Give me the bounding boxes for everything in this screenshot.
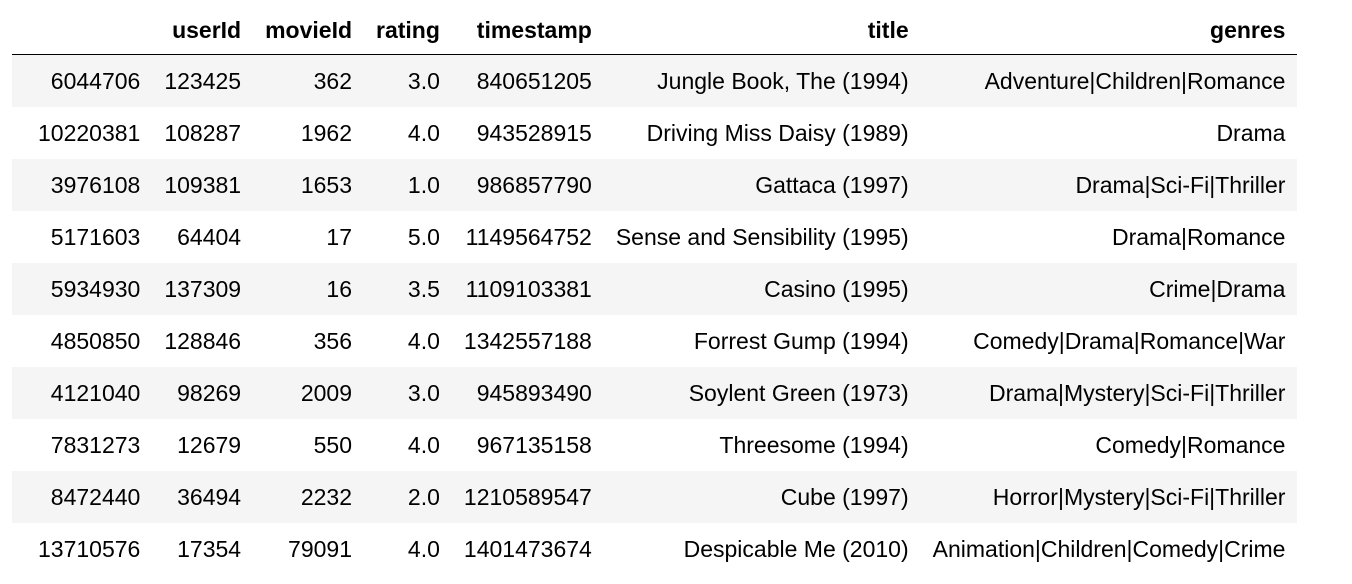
cell-title: Jungle Book, The (1994): [657, 67, 909, 94]
cell-title: Soylent Green (1973): [688, 379, 909, 406]
table-row: 8472440 36494 2232 2.0 1210589547 Cube (…: [12, 471, 1298, 523]
cell-timestamp: 840651205: [476, 67, 592, 94]
cell-genres: Drama|Mystery|Sci-Fi|Thriller: [988, 379, 1286, 406]
cell-title: Gattaca (1997): [755, 171, 909, 198]
header-movieid: movieId: [253, 6, 365, 55]
cell-timestamp: 967135158: [476, 431, 592, 458]
table-row: 13710576 17354 79091 4.0 1401473674 Desp…: [12, 523, 1298, 575]
cell-title: Casino (1995): [764, 275, 909, 302]
table-row: 5171603 64404 17 5.0 1149564752 Sense an…: [12, 211, 1298, 263]
cell-movieid: 1962: [300, 119, 353, 146]
cell-movieid: 356: [313, 327, 353, 354]
header-userid: userId: [152, 6, 254, 55]
dataframe-table: userId movieId rating timestamp title ge…: [12, 6, 1298, 575]
cell-title: Forrest Gump (1994): [693, 327, 909, 354]
table-row: 6044706 123425 362 3.0 840651205 Jungle …: [12, 54, 1298, 107]
table-row: 7831273 12679 550 4.0 967135158 Threesom…: [12, 419, 1298, 471]
row-index: 4121040: [50, 379, 141, 406]
cell-userid: 137309: [164, 275, 242, 302]
cell-userid: 17354: [177, 535, 242, 562]
cell-rating: 4.0: [407, 119, 440, 146]
cell-movieid: 79091: [288, 535, 353, 562]
table-row: 4121040 98269 2009 3.0 945893490 Soylent…: [12, 367, 1298, 419]
header-title: title: [603, 6, 921, 55]
row-index: 6044706: [50, 67, 141, 94]
cell-userid: 12679: [177, 431, 242, 458]
cell-genres: Drama|Romance: [1112, 223, 1286, 250]
cell-genres: Crime|Drama: [1149, 275, 1286, 302]
cell-genres: Comedy|Romance: [1095, 431, 1286, 458]
cell-genres: Adventure|Children|Romance: [984, 67, 1286, 94]
cell-genres: Comedy|Drama|Romance|War: [973, 327, 1286, 354]
cell-timestamp: 1109103381: [465, 275, 592, 302]
table-body: 6044706 123425 362 3.0 840651205 Jungle …: [12, 54, 1298, 575]
cell-genres: Horror|Mystery|Sci-Fi|Thriller: [992, 483, 1286, 510]
cell-rating: 4.0: [407, 535, 440, 562]
cell-timestamp: 1342557188: [463, 327, 592, 354]
cell-userid: 109381: [164, 171, 242, 198]
cell-genres: Animation|Children|Comedy|Crime: [932, 535, 1286, 562]
cell-userid: 128846: [164, 327, 242, 354]
cell-movieid: 550: [313, 431, 353, 458]
header-index: [12, 6, 153, 55]
cell-rating: 4.0: [407, 431, 440, 458]
cell-title: Sense and Sensibility (1995): [615, 223, 909, 250]
cell-movieid: 2232: [300, 483, 353, 510]
cell-userid: 64404: [177, 223, 242, 250]
cell-userid: 123425: [164, 67, 242, 94]
cell-userid: 36494: [177, 483, 242, 510]
header-timestamp: timestamp: [451, 6, 604, 55]
cell-movieid: 1653: [300, 171, 353, 198]
cell-genres: Drama|Sci-Fi|Thriller: [1075, 171, 1286, 198]
table-row: 10220381 108287 1962 4.0 943528915 Drivi…: [12, 107, 1298, 159]
cell-rating: 3.5: [407, 275, 440, 302]
cell-movieid: 362: [313, 67, 353, 94]
cell-rating: 5.0: [407, 223, 440, 250]
cell-timestamp: 1401473674: [463, 535, 592, 562]
cell-rating: 2.0: [407, 483, 440, 510]
row-index: 10220381: [38, 119, 141, 146]
table-row: 5934930 137309 16 3.5 1109103381 Casino …: [12, 263, 1298, 315]
cell-rating: 1.0: [407, 171, 440, 198]
cell-timestamp: 943528915: [476, 119, 592, 146]
header-row: userId movieId rating timestamp title ge…: [12, 6, 1298, 55]
cell-title: Cube (1997): [780, 483, 909, 510]
table-header: userId movieId rating timestamp title ge…: [12, 6, 1298, 55]
dataframe-output: userId movieId rating timestamp title ge…: [12, 6, 1298, 575]
cell-timestamp: 1210589547: [463, 483, 592, 510]
table-row: 4850850 128846 356 4.0 1342557188 Forres…: [12, 315, 1298, 367]
row-index: 3976108: [50, 171, 141, 198]
cell-timestamp: 986857790: [476, 171, 592, 198]
row-index: 5171603: [50, 223, 141, 250]
row-index: 8472440: [50, 483, 141, 510]
cell-title: Threesome (1994): [719, 431, 909, 458]
header-rating: rating: [364, 6, 452, 55]
cell-genres: Drama: [1216, 119, 1286, 146]
cell-rating: 3.0: [407, 379, 440, 406]
cell-rating: 4.0: [407, 327, 440, 354]
table-row: 3976108 109381 1653 1.0 986857790 Gattac…: [12, 159, 1298, 211]
cell-title: Despicable Me (2010): [683, 535, 909, 562]
row-index: 13710576: [38, 535, 141, 562]
row-index: 4850850: [50, 327, 141, 354]
cell-movieid: 2009: [300, 379, 353, 406]
cell-timestamp: 1149564752: [465, 223, 592, 250]
cell-userid: 98269: [177, 379, 242, 406]
cell-title: Driving Miss Daisy (1989): [646, 119, 909, 146]
cell-movieid: 16: [326, 275, 353, 302]
row-index: 5934930: [50, 275, 141, 302]
cell-rating: 3.0: [407, 67, 440, 94]
row-index: 7831273: [50, 431, 141, 458]
cell-movieid: 17: [326, 223, 353, 250]
cell-userid: 108287: [164, 119, 242, 146]
cell-timestamp: 945893490: [476, 379, 592, 406]
header-genres: genres: [920, 6, 1298, 55]
